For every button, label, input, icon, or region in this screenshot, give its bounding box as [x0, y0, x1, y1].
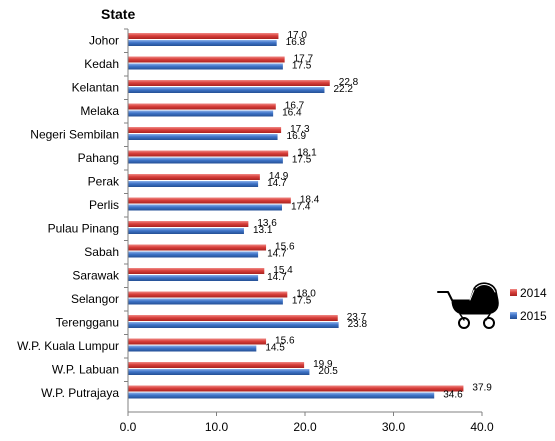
data-label-2014-kedah: 17.7: [294, 54, 314, 65]
category-label-negeri-sembilan: Negeri Sembilan: [30, 128, 119, 142]
chart-title: State: [101, 6, 135, 22]
bar-2014-kedah: [128, 56, 285, 63]
data-label-2015-johor: 16.8: [286, 37, 306, 48]
bar-2015-kelantan: [128, 87, 325, 93]
data-label-2015-w-p-putrajaya: 34.6: [443, 390, 463, 401]
x-tick-label: 0.0: [120, 420, 137, 434]
data-label-2014-perak: 14.9: [269, 171, 289, 182]
category-label-terengganu: Terengganu: [56, 316, 119, 330]
data-label-2014-melaka: 16.7: [285, 101, 305, 112]
bar-2014-melaka: [128, 103, 276, 110]
data-label-2014-terengganu: 23.7: [347, 312, 367, 323]
data-label-2015-kelantan: 22.2: [333, 84, 353, 95]
category-label-w-p-labuan: W.P. Labuan: [52, 363, 119, 377]
legend: 2014 2015: [510, 286, 547, 323]
data-label-2015-w-p-kuala-lumpur: 14.5: [265, 343, 285, 354]
legend-swatch-2015: [510, 312, 517, 319]
data-label-2014-perlis: 18.4: [300, 195, 320, 206]
bar-2015-perak: [128, 181, 259, 187]
data-label-2015-perlis: 17.4: [291, 202, 311, 213]
data-label-2015-pahang: 17.5: [292, 155, 312, 166]
data-label-2014-w-p-kuala-lumpur: 15.6: [275, 336, 295, 347]
bar-2014-w-p-kuala-lumpur: [128, 338, 267, 345]
data-label-2015-perak: 14.7: [267, 178, 287, 189]
bar-2015-w-p-labuan: [128, 369, 310, 375]
bar-2014-w-p-putrajaya: [128, 385, 464, 392]
legend-item-2015: 2015: [510, 309, 547, 323]
category-label-selangor: Selangor: [71, 292, 119, 306]
category-label-kelantan: Kelantan: [72, 81, 119, 95]
legend-item-2014: 2014: [510, 286, 547, 300]
data-label-2014-johor: 17.0: [287, 30, 307, 41]
bar-2014-johor: [128, 33, 279, 39]
category-label-w-p-putrajaya: W.P. Putrajaya: [41, 386, 119, 400]
category-label-pulau-pinang: Pulau Pinang: [48, 222, 119, 236]
bar-2015-perlis: [128, 204, 282, 211]
x-tick-label: 20.0: [293, 420, 317, 434]
data-label-2015-selangor: 17.5: [292, 296, 312, 307]
category-label-melaka: Melaka: [80, 104, 119, 118]
bar-2015-sabah: [128, 251, 259, 258]
data-label-2014-w-p-putrajaya: 37.9: [472, 383, 492, 394]
bar-2014-terengganu: [128, 315, 338, 321]
bar-2014-pulau-pinang: [128, 221, 249, 227]
bar-2014-perlis: [128, 197, 291, 204]
data-label-2014-selangor: 18.0: [296, 289, 316, 300]
data-label-2014-pulau-pinang: 13.6: [257, 218, 277, 229]
bar-2014-pahang: [128, 150, 289, 157]
legend-label-2014: 2014: [520, 286, 547, 300]
x-tick-label: 30.0: [382, 420, 406, 434]
bar-2015-pahang: [128, 157, 283, 164]
category-label-pahang: Pahang: [78, 151, 119, 165]
x-tick-label: 40.0: [470, 420, 494, 434]
data-label-2015-melaka: 16.4: [282, 108, 302, 119]
bar-2015-pulau-pinang: [128, 228, 244, 234]
axis-layer: 0.0 10.0 20.0 30.0 40.0: [120, 28, 494, 434]
category-label-w-p-kuala-lumpur: W.P. Kuala Lumpur: [17, 339, 119, 353]
data-label-2014-w-p-labuan: 19.9: [313, 359, 333, 370]
data-label-2014-sarawak: 15.4: [273, 265, 293, 276]
bar-2014-sabah: [128, 244, 267, 251]
data-label-2015-negeri-sembilan: 16.9: [287, 131, 307, 142]
bar-2014-perak: [128, 174, 260, 180]
bar-2014-w-p-labuan: [128, 362, 305, 368]
bars-layer: [128, 33, 464, 399]
data-label-2014-pahang: 18.1: [297, 148, 317, 159]
bar-2015-melaka: [128, 110, 274, 117]
category-label-sarawak: Sarawak: [72, 269, 120, 283]
data-label-2014-kelantan: 22.8: [339, 77, 359, 88]
bar-2014-sarawak: [128, 268, 265, 274]
bar-2015-sarawak: [128, 275, 259, 281]
bar-2015-negeri-sembilan: [128, 134, 278, 140]
category-label-sabah: Sabah: [84, 245, 119, 259]
bar-2015-w-p-kuala-lumpur: [128, 345, 257, 352]
data-label-2015-sabah: 14.7: [267, 249, 287, 260]
data-label-2015-pulau-pinang: 13.1: [253, 225, 273, 236]
data-label-2015-kedah: 17.5: [292, 61, 312, 72]
data-label-2014-negeri-sembilan: 17.3: [290, 124, 310, 135]
data-label-2015-terengganu: 23.8: [348, 319, 368, 330]
data-label-2015-sarawak: 14.7: [267, 272, 287, 283]
category-label-kedah: Kedah: [84, 57, 119, 71]
bar-2015-johor: [128, 40, 277, 46]
data-label-2014-sabah: 15.6: [275, 242, 295, 253]
category-label-perlis: Perlis: [89, 198, 119, 212]
baby-pram-icon: [437, 282, 499, 329]
bar-2015-selangor: [128, 298, 283, 305]
category-label-perak: Perak: [88, 175, 120, 189]
bar-2014-negeri-sembilan: [128, 127, 282, 133]
bar-2015-w-p-putrajaya: [128, 392, 435, 399]
data-label-2015-w-p-labuan: 20.5: [318, 366, 338, 377]
category-label-johor: Johor: [89, 34, 119, 48]
legend-label-2015: 2015: [520, 309, 547, 323]
bar-2015-kedah: [128, 63, 283, 70]
bar-2014-selangor: [128, 291, 288, 298]
bar-2014-kelantan: [128, 80, 330, 86]
legend-swatch-2014: [510, 289, 517, 296]
x-tick-label: 10.0: [205, 420, 229, 434]
bar-2015-terengganu: [128, 322, 339, 328]
